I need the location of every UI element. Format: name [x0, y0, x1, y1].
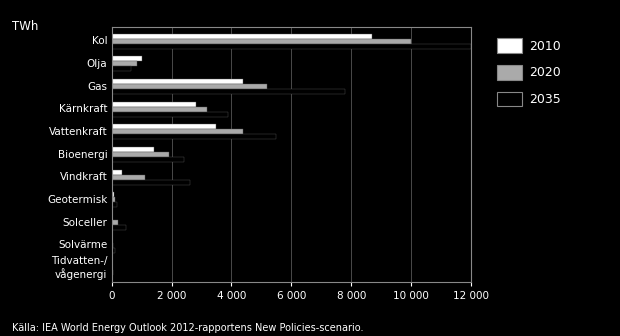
- Bar: [112, 61, 137, 66]
- Bar: [112, 44, 471, 49]
- Bar: [112, 157, 184, 162]
- Bar: [112, 102, 195, 107]
- Bar: [112, 193, 113, 198]
- Bar: [112, 270, 113, 276]
- Bar: [112, 225, 126, 230]
- Legend: 2010, 2020, 2035: 2010, 2020, 2035: [492, 33, 566, 112]
- Bar: [112, 170, 122, 175]
- Bar: [112, 112, 228, 117]
- Bar: [112, 84, 267, 89]
- Bar: [112, 180, 190, 185]
- Bar: [112, 34, 373, 39]
- Bar: [112, 175, 144, 180]
- Bar: [112, 107, 208, 112]
- Text: Källa: IEA World Energy Outlook 2012-rapportens New Policies-scenario.: Källa: IEA World Energy Outlook 2012-rap…: [12, 323, 364, 333]
- Text: TWh: TWh: [12, 20, 39, 33]
- Bar: [112, 129, 244, 134]
- Bar: [112, 147, 154, 152]
- Bar: [112, 39, 411, 44]
- Bar: [112, 248, 115, 253]
- Bar: [112, 124, 216, 129]
- Bar: [112, 79, 244, 84]
- Bar: [112, 202, 117, 207]
- Bar: [112, 243, 113, 248]
- Bar: [112, 198, 115, 202]
- Bar: [112, 56, 141, 61]
- Bar: [112, 220, 118, 225]
- Bar: [112, 134, 277, 139]
- Bar: [112, 89, 345, 94]
- Bar: [112, 66, 131, 71]
- Bar: [112, 152, 169, 157]
